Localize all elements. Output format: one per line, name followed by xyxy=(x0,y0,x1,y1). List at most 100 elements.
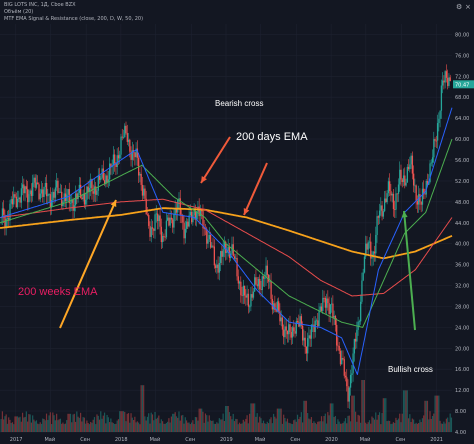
volume-bar xyxy=(138,422,140,432)
volume-bar xyxy=(146,416,149,432)
y-tick-label: 60.00 xyxy=(455,137,469,143)
candle-body xyxy=(30,190,33,196)
ema-200-weeks-label: 200 weeks EMA xyxy=(18,286,98,298)
close-icon[interactable]: × xyxy=(465,3,471,11)
candle-body xyxy=(96,190,98,195)
candle-body xyxy=(284,326,286,338)
volume-bar xyxy=(249,413,251,432)
candle-body xyxy=(366,243,368,250)
volume-bar xyxy=(72,414,74,432)
volume-bar xyxy=(64,423,67,432)
volume-bar xyxy=(156,417,159,432)
candle-body xyxy=(243,285,246,296)
candle-body xyxy=(246,293,248,298)
volume-bar xyxy=(82,417,84,432)
time-axis[interactable]: 2017 Май Сен 2018 Май Сен 2019 Май Сен 2020 Май Сен… xyxy=(10,436,443,443)
volume-bar xyxy=(270,417,272,432)
candle-body xyxy=(37,182,39,185)
candle-body xyxy=(146,214,149,216)
candle-body xyxy=(439,110,441,119)
volume-bar xyxy=(153,420,155,432)
candle-body xyxy=(344,375,347,378)
candle-body xyxy=(160,226,163,243)
candle-body xyxy=(339,350,342,365)
volume-bar xyxy=(90,421,92,432)
candle-body xyxy=(367,242,369,250)
candle-body xyxy=(221,251,223,257)
volume-bar xyxy=(126,413,128,432)
candle-body xyxy=(158,215,160,222)
volume-bar xyxy=(119,411,121,432)
volume-bar xyxy=(124,411,126,432)
symbol-title[interactable]: BIG LOTS INC, 1Д, Cboe BZX xyxy=(4,2,76,8)
candle-body xyxy=(255,277,257,285)
candle-body xyxy=(309,335,311,339)
volume-bar xyxy=(77,416,79,432)
candle-body xyxy=(177,199,179,213)
bearish-cross-arrow xyxy=(200,136,231,184)
ema-indicator-label[interactable]: MTF EMA Signal & Resistance (close, 200,… xyxy=(4,16,144,22)
volume-bar xyxy=(79,412,82,432)
candle-body xyxy=(14,194,16,197)
volume-bar xyxy=(102,415,104,432)
volume-bar xyxy=(395,417,397,432)
volume-bar xyxy=(74,421,77,432)
volume-bar xyxy=(53,415,55,432)
volume-bar xyxy=(402,390,405,432)
volume-bar xyxy=(429,411,431,432)
x-tick-label: 2018 xyxy=(115,437,128,443)
candle-body xyxy=(48,194,50,195)
candle-body xyxy=(341,358,343,365)
ema-20-line xyxy=(0,107,453,375)
volume-bar xyxy=(310,417,313,432)
volume-bar xyxy=(18,417,20,432)
candle-body xyxy=(241,295,243,297)
volume-bar xyxy=(196,417,198,432)
candle-body xyxy=(32,182,34,196)
volume-bar xyxy=(235,418,237,432)
candle-body xyxy=(331,303,333,305)
volume-bar xyxy=(295,421,297,432)
volume-bar xyxy=(199,408,202,432)
candle-body xyxy=(322,297,324,311)
volume-bar xyxy=(265,423,267,432)
volume-bar xyxy=(404,390,406,432)
candle-body xyxy=(371,257,373,259)
candle-body xyxy=(276,301,279,312)
volume-bar xyxy=(5,414,7,432)
volume-bar xyxy=(198,408,200,432)
candle-body xyxy=(431,157,434,163)
volume-bar xyxy=(86,420,88,432)
volume-indicator-label[interactable]: Объём (20) xyxy=(4,9,34,15)
candle-body xyxy=(159,215,161,227)
volume-bar xyxy=(348,415,350,432)
volume-bar xyxy=(44,420,46,432)
volume-bar xyxy=(57,420,59,432)
volume-bar xyxy=(226,406,228,432)
candle-body xyxy=(130,151,132,160)
candle-body xyxy=(151,227,154,229)
volume-bar xyxy=(177,417,179,432)
gear-icon[interactable]: ⚙ xyxy=(456,3,462,11)
candle-body xyxy=(216,264,218,268)
last-price-badge: 70.47 xyxy=(453,80,474,89)
candle-body xyxy=(131,150,134,160)
candle-body xyxy=(325,298,328,308)
candle-body xyxy=(430,162,432,164)
volume-bar xyxy=(66,420,68,432)
candle-body xyxy=(136,148,139,158)
volume-bar xyxy=(254,403,256,432)
volume-bar xyxy=(245,418,247,432)
volume-bar xyxy=(262,420,265,432)
volume-bar xyxy=(419,419,421,432)
candle-body xyxy=(315,320,318,322)
candle-body xyxy=(395,193,397,210)
price-axis[interactable]: 80.00 76.00 72.00 68.00 64.00 60.00 56.00 52.00… xyxy=(455,32,469,436)
y-tick-label: 76.00 xyxy=(455,53,469,59)
bullish-cross-label: Bullish cross xyxy=(388,365,433,374)
volume-bar xyxy=(50,424,53,432)
y-tick-label: 16.00 xyxy=(455,367,469,373)
candle-body xyxy=(416,200,419,205)
volume-bar xyxy=(52,412,54,432)
